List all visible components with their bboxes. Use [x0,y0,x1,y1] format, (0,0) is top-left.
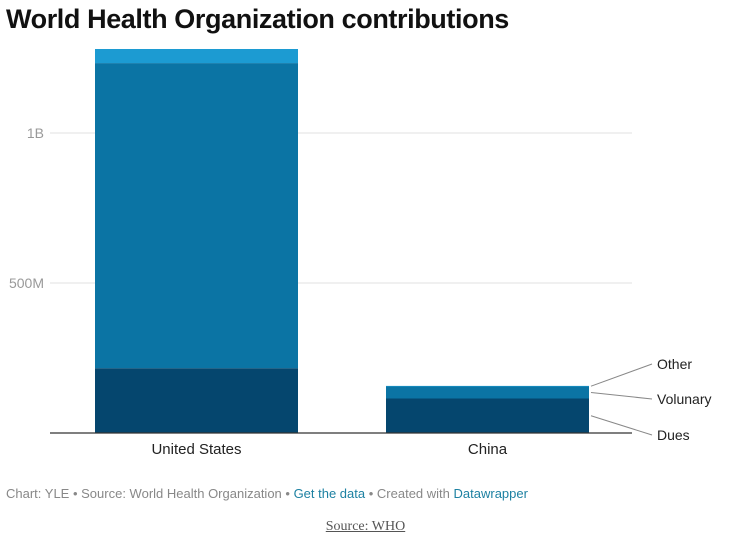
bar-volunary-china [386,386,589,399]
bar-other-china [386,385,589,387]
footer-chart-credit: Chart: YLE [6,486,70,501]
legend-leader-volunary [590,392,653,400]
bar-dues-china [386,398,589,433]
axes: 500M 1B United States China [9,125,632,458]
bar-other-united-states [95,49,298,64]
legend-label-volunary: Volunary [657,391,711,407]
datawrapper-link[interactable]: Datawrapper [453,486,528,501]
footer-source: Source: World Health Organization [81,486,282,501]
footer-created-with: Created with [376,486,450,501]
bar-volunary-united-states [95,63,298,369]
y-tick-label: 1B [27,125,44,141]
source-caption[interactable]: Source: WHO [325,519,406,534]
legend: Dues Volunary Other [590,356,711,443]
legend-leader-other [590,363,653,387]
x-tick-label: United States [151,441,241,458]
x-tick-label: China [468,441,508,458]
legend-leader-dues [590,415,653,436]
get-data-link[interactable]: Get the data [293,486,366,501]
bar-dues-united-states [95,368,298,433]
bars [95,49,589,433]
chart-footer: Chart: YLE • Source: World Health Organi… [6,486,528,501]
chart-title: World Health Organization contributions [6,4,509,34]
legend-label-other: Other [657,356,692,372]
legend-label-dues: Dues [657,427,690,443]
y-tick-label: 500M [9,275,44,291]
stacked-bar-chart: 500M 1B United States China Dues Volunary Oth… [9,49,711,458]
